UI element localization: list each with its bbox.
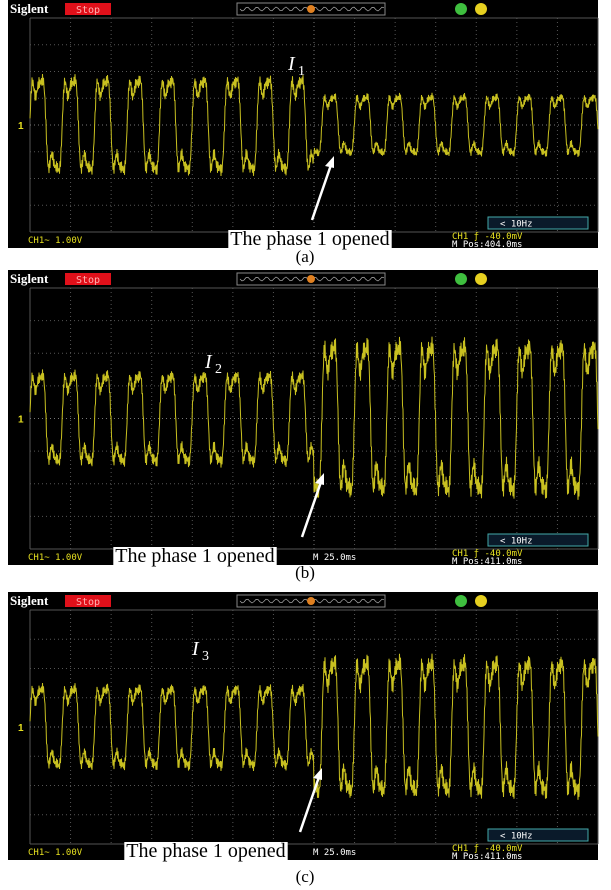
annotation: The phase 1 opened bbox=[126, 840, 285, 862]
position: M Pos:411.0ms bbox=[452, 852, 522, 862]
brand: Siglent bbox=[10, 1, 49, 16]
channel-marker: 1 bbox=[18, 415, 24, 426]
icon bbox=[455, 273, 467, 285]
filter: < 10Hz bbox=[500, 220, 533, 230]
current-label: I bbox=[204, 351, 213, 373]
icon bbox=[455, 595, 467, 607]
timebase: M 25.0ms bbox=[313, 848, 356, 858]
current-subscript: 2 bbox=[215, 362, 222, 377]
channel-scale: CH1~ 1.00V bbox=[28, 236, 83, 246]
current-label: I bbox=[191, 638, 200, 660]
annotation: The phase 1 opened bbox=[115, 545, 274, 567]
caption: (b) bbox=[295, 563, 315, 582]
current-subscript: 1 bbox=[298, 64, 305, 79]
channel-marker: 1 bbox=[18, 723, 24, 734]
screen bbox=[8, 0, 598, 248]
position: M Pos:404.0ms bbox=[452, 240, 522, 250]
channel-scale: CH1~ 1.00V bbox=[28, 553, 83, 563]
icon bbox=[475, 3, 487, 15]
trigger-marker bbox=[307, 5, 315, 13]
caption: (c) bbox=[296, 867, 315, 886]
caption: (a) bbox=[296, 247, 315, 266]
trigger-marker bbox=[307, 597, 315, 605]
position: M Pos:411.0ms bbox=[452, 557, 522, 567]
status: Stop bbox=[76, 275, 100, 286]
current-label: I bbox=[287, 53, 296, 75]
trigger-marker bbox=[307, 275, 315, 283]
status: Stop bbox=[76, 597, 100, 608]
filter: < 10Hz bbox=[500, 537, 533, 547]
filter: < 10Hz bbox=[500, 832, 533, 842]
current-subscript: 3 bbox=[202, 649, 209, 664]
channel-marker: 1 bbox=[18, 121, 24, 132]
screen bbox=[8, 270, 598, 565]
icon bbox=[475, 273, 487, 285]
icon bbox=[475, 595, 487, 607]
figure: SiglentStop1< 10HzCH1~ 1.00VM 25.0msCH1 … bbox=[0, 0, 611, 890]
channel-scale: CH1~ 1.00V bbox=[28, 848, 83, 858]
timebase: M 25.0ms bbox=[313, 553, 356, 563]
icon bbox=[455, 3, 467, 15]
brand: Siglent bbox=[10, 593, 49, 608]
status: Stop bbox=[76, 5, 100, 16]
brand: Siglent bbox=[10, 271, 49, 286]
